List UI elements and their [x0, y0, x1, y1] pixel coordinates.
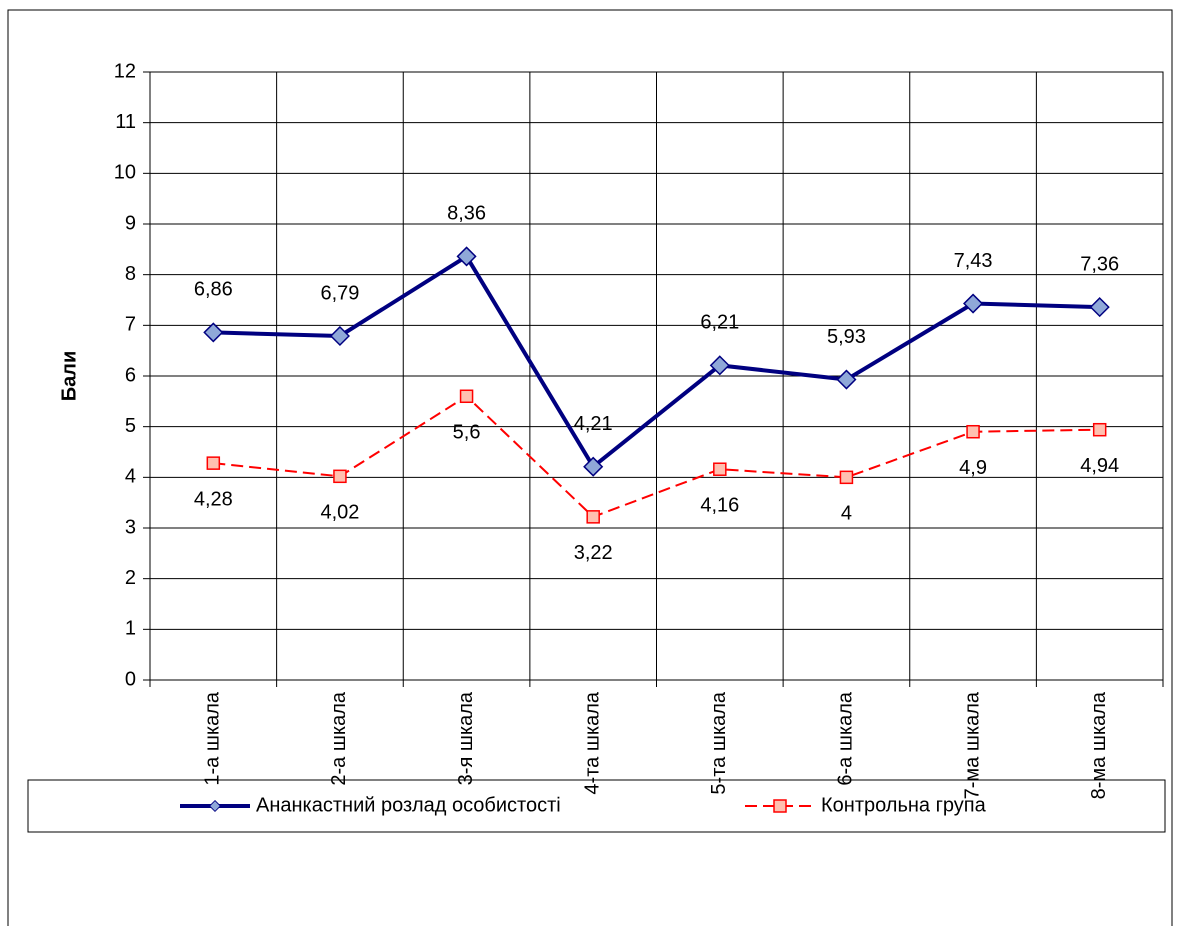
y-tick-label: 10: [114, 162, 136, 184]
data-point: [586, 510, 600, 524]
x-tick-label: 2-а шкала: [328, 691, 350, 785]
y-tick-label: 6: [125, 364, 136, 386]
data-label: 5,93: [827, 326, 866, 348]
x-tick-label: 6-а шкала: [835, 691, 857, 785]
data-label: 4: [841, 503, 852, 525]
y-tick-label: 3: [125, 516, 136, 538]
data-label: 8,36: [447, 203, 486, 225]
series-line: [213, 253, 1100, 470]
data-point: [709, 355, 730, 376]
y-tick-label: 9: [125, 212, 136, 234]
data-point: [456, 246, 477, 267]
x-tick-label: 5-та шкала: [708, 691, 730, 794]
data-label: 7,36: [1080, 253, 1119, 275]
x-tick-label: 3-я шкала: [455, 691, 477, 785]
data-point: [1092, 422, 1107, 437]
x-tick-label: 4-та шкала: [581, 691, 603, 794]
data-label: 4,9: [959, 457, 987, 479]
y-tick-label: 0: [125, 668, 136, 690]
data-label: 4,28: [194, 488, 233, 510]
legend-label: Ананкастний розлад особистості: [256, 794, 561, 816]
legend-label: Контрольна група: [821, 794, 987, 816]
y-tick-label: 11: [115, 111, 136, 133]
x-tick-label: 1-а шкала: [202, 691, 224, 785]
data-label: 6,21: [700, 312, 739, 334]
data-point: [583, 456, 604, 477]
data-point: [836, 369, 857, 390]
data-point: [713, 462, 727, 476]
data-point: [333, 469, 347, 484]
data-label: 4,16: [700, 495, 739, 517]
data-point: [203, 322, 224, 343]
y-tick-label: 1: [125, 618, 136, 640]
data-point: [329, 325, 350, 347]
legend-marker: [773, 799, 787, 813]
data-label: 4,02: [320, 502, 359, 524]
y-tick-label: 4: [125, 466, 136, 488]
x-tick-label: 7-ма шкала: [961, 691, 983, 799]
data-label: 3,22: [574, 542, 613, 564]
data-label: 6,79: [320, 282, 359, 304]
data-point: [1089, 297, 1110, 318]
legend-marker: [208, 799, 222, 813]
x-tick-label: 8-ма шкала: [1088, 691, 1110, 799]
data-point: [206, 456, 221, 470]
y-tick-label: 5: [125, 415, 136, 437]
y-tick-label: 7: [125, 314, 136, 336]
data-label: 7,43: [954, 250, 993, 272]
data-point: [459, 389, 474, 404]
data-label: 4,94: [1080, 455, 1119, 477]
data-label: 4,21: [574, 413, 613, 435]
y-tick-label: 2: [125, 567, 136, 589]
y-axis-label: Бали: [58, 351, 80, 402]
data-point: [963, 293, 984, 314]
y-tick-label: 12: [114, 60, 136, 82]
y-tick-label: 8: [125, 263, 136, 285]
data-point: [839, 470, 854, 485]
data-label: 6,86: [194, 279, 233, 301]
data-label: 5,6: [453, 422, 481, 444]
data-point: [966, 424, 980, 439]
series-line: [213, 395, 1100, 519]
